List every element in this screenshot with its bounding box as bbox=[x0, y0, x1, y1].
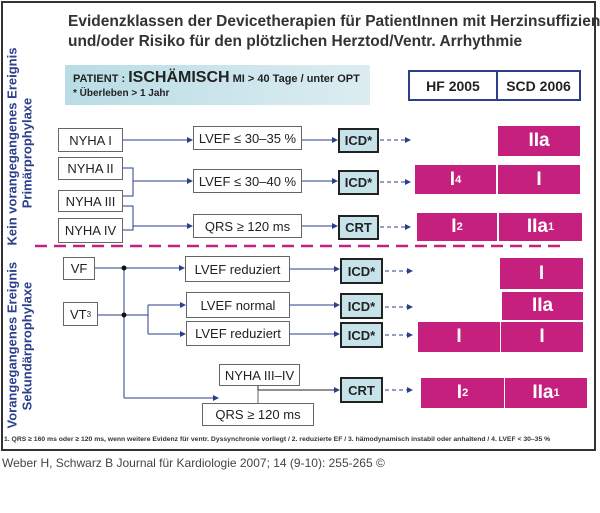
icd-box: ICD* bbox=[340, 293, 383, 319]
qrs-box: QRS ≥ 120 ms bbox=[202, 403, 314, 426]
nyha-4-box: NYHA IV bbox=[58, 218, 123, 243]
class-badge: IIa 1 bbox=[505, 378, 587, 408]
class-badge: IIa 1 bbox=[499, 213, 582, 241]
class-badge: IIa bbox=[498, 126, 580, 156]
lvef-30-35-box: LVEF ≤ 30–35 % bbox=[193, 126, 302, 150]
qrs-box: QRS ≥ 120 ms bbox=[193, 214, 302, 238]
title-line-2: und/oder Risiko für den plötzlichen Herz… bbox=[68, 33, 523, 50]
vt-box: VT 3 bbox=[63, 302, 98, 326]
patient-prefix: PATIENT : bbox=[73, 73, 126, 85]
icd-box: ICD* bbox=[340, 322, 383, 348]
lvef-normal-box: LVEF normal bbox=[186, 292, 290, 318]
icd-box: ICD* bbox=[338, 128, 379, 153]
nyha-1-box: NYHA I bbox=[58, 128, 123, 152]
lvef-reduced-box: LVEF reduziert bbox=[186, 321, 290, 346]
frame bbox=[1, 1, 596, 451]
class-badge: I bbox=[498, 165, 580, 194]
vf-box: VF bbox=[63, 257, 95, 280]
nyha-3-box: NYHA III bbox=[58, 190, 123, 212]
footnote: 1. QRS ≥ 160 ms oder ≥ 120 ms, wenn weit… bbox=[4, 436, 551, 443]
crt-box: CRT bbox=[340, 377, 383, 403]
nyha-3-4-box: NYHA III–IV bbox=[219, 364, 300, 386]
patient-box: PATIENT : ISCHÄMISCH MI > 40 Tage / unte… bbox=[65, 65, 370, 105]
icd-box: ICD* bbox=[338, 170, 379, 195]
lvef-reduced-box: LVEF reduziert bbox=[185, 256, 290, 282]
class-badge: IIa bbox=[502, 292, 583, 320]
title-line-1: Evidenzklassen der Devicetherapien für P… bbox=[68, 13, 600, 30]
column-scd: SCD 2006 bbox=[506, 77, 571, 94]
patient-detail: MI > 40 Tage / unter OPT bbox=[232, 73, 360, 85]
crt-box: CRT bbox=[338, 215, 379, 240]
nyha-2-box: NYHA II bbox=[58, 157, 123, 180]
citation: Weber H, Schwarz B Journal für Kardiolog… bbox=[2, 456, 385, 470]
column-header: HF 2005 SCD 2006 bbox=[408, 70, 581, 101]
patient-type: ISCHÄMISCH bbox=[128, 69, 230, 86]
lvef-30-40-box: LVEF ≤ 30–40 % bbox=[193, 169, 302, 193]
class-badge: I bbox=[500, 258, 583, 289]
icd-box: ICD* bbox=[340, 258, 383, 284]
class-badge: I bbox=[418, 322, 500, 352]
patient-note: * Überleben > 1 Jahr bbox=[73, 88, 170, 99]
column-hf: HF 2005 bbox=[410, 72, 498, 99]
class-badge: I bbox=[501, 322, 583, 352]
